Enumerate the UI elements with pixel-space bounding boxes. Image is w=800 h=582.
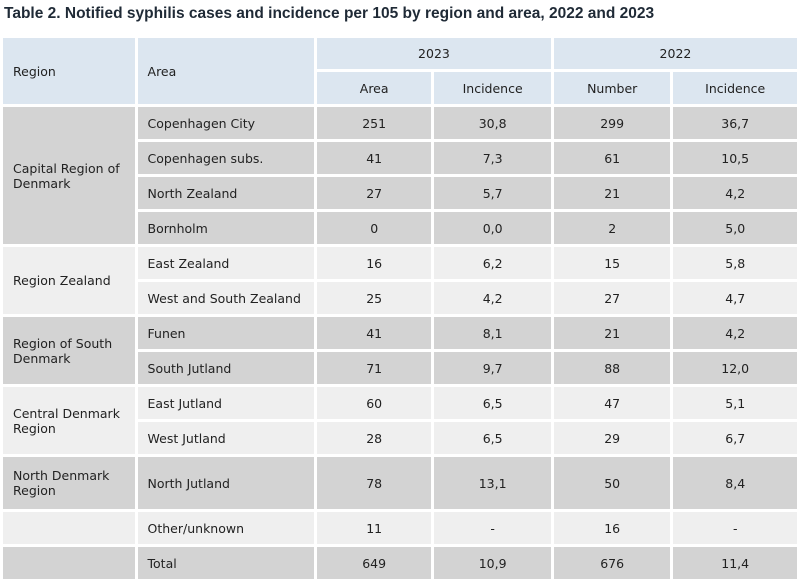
value-cell: 50 xyxy=(550,454,674,512)
area-cell: Bornholm xyxy=(134,209,317,247)
value-cell: 13,1 xyxy=(431,454,554,512)
value-cell: 61 xyxy=(550,139,674,177)
value-cell: 0,0 xyxy=(431,209,554,247)
area-cell: West and South Zealand xyxy=(134,279,317,317)
value-cell: 30,8 xyxy=(431,104,554,142)
value-cell: 251 xyxy=(313,104,435,142)
value-cell: 649 xyxy=(313,544,435,582)
region-cell: Capital Region of Denmark xyxy=(0,104,138,247)
value-cell: 2 xyxy=(550,209,674,247)
value-cell: 6,2 xyxy=(431,244,554,282)
area-cell: North Jutland xyxy=(134,454,317,512)
value-cell: 7,3 xyxy=(431,139,554,177)
table-row: South Jutland 71 9,7 88 12,0 xyxy=(2,349,800,387)
area-cell: West Jutland xyxy=(134,419,317,457)
table-title: Table 2. Notified syphilis cases and inc… xyxy=(4,5,655,22)
value-cell: 28 xyxy=(313,419,435,457)
header-area: Area xyxy=(134,35,317,107)
table-row: Region of South Denmark Funen 41 8,1 21 … xyxy=(0,314,800,387)
region-cell: North Denmark Region xyxy=(0,454,138,512)
area-cell: Other/unknown xyxy=(134,509,317,547)
table-row: West Jutland 28 6,5 29 6,7 xyxy=(2,419,800,457)
value-cell: 27 xyxy=(313,174,435,212)
table-row: Other/unknown 11 - 16 - xyxy=(0,509,800,547)
area-cell: Funen xyxy=(134,314,317,352)
value-cell: - xyxy=(431,509,554,547)
value-cell: 41 xyxy=(313,139,435,177)
value-cell: 4,2 xyxy=(670,314,800,352)
value-cell: 4,7 xyxy=(670,279,800,317)
value-cell: 15 xyxy=(550,244,674,282)
value-cell: 5,7 xyxy=(431,174,554,212)
area-cell: East Jutland xyxy=(134,384,317,422)
total-row: Total 649 10,9 676 11,4 xyxy=(0,544,800,582)
region-cell xyxy=(0,544,138,582)
value-cell: 6,5 xyxy=(431,384,554,422)
area-cell: South Jutland xyxy=(134,349,317,387)
value-cell: 5,8 xyxy=(670,244,800,282)
value-cell: 21 xyxy=(550,174,674,212)
value-cell: 6,7 xyxy=(670,419,800,457)
value-cell: 4,2 xyxy=(431,279,554,317)
value-cell: 41 xyxy=(313,314,435,352)
table-row: North Zealand 27 5,7 21 4,2 xyxy=(2,174,800,212)
header-2022-incidence: Incidence xyxy=(670,69,800,107)
header-region: Region xyxy=(0,35,138,107)
value-cell: 16 xyxy=(550,509,674,547)
area-cell: Copenhagen subs. xyxy=(134,139,317,177)
value-cell: 5,1 xyxy=(670,384,800,422)
value-cell: 25 xyxy=(313,279,435,317)
header-2023-incidence: Incidence xyxy=(431,69,554,107)
table-row: Capital Region of Denmark Copenhagen Cit… xyxy=(0,104,800,247)
value-cell: 0 xyxy=(313,209,435,247)
value-cell: 5,0 xyxy=(670,209,800,247)
value-cell: 88 xyxy=(550,349,674,387)
value-cell: 10,9 xyxy=(431,544,554,582)
table-row: Central Denmark Region East Jutland 60 6… xyxy=(0,384,800,457)
value-cell: - xyxy=(670,509,800,547)
region-cell: Region of South Denmark xyxy=(0,314,138,387)
region-cell xyxy=(0,509,138,547)
value-cell: 47 xyxy=(550,384,674,422)
header-year-2023: 2023 xyxy=(313,35,554,72)
region-cell: Central Denmark Region xyxy=(0,384,138,457)
value-cell: 16 xyxy=(313,244,435,282)
area-cell: Copenhagen City xyxy=(134,104,317,142)
region-cell: Region Zealand xyxy=(0,244,138,317)
table-row: Copenhagen subs. 41 7,3 61 10,5 xyxy=(2,139,800,177)
value-cell: 4,2 xyxy=(670,174,800,212)
value-cell: 11 xyxy=(313,509,435,547)
value-cell: 10,5 xyxy=(670,139,800,177)
value-cell: 71 xyxy=(313,349,435,387)
value-cell: 27 xyxy=(550,279,674,317)
value-cell: 29 xyxy=(550,419,674,457)
value-cell: 299 xyxy=(550,104,674,142)
value-cell: 21 xyxy=(550,314,674,352)
table-row: Bornholm 0 0,0 2 5,0 xyxy=(2,209,800,247)
value-cell: 11,4 xyxy=(670,544,800,582)
header-year-2022: 2022 xyxy=(550,35,800,72)
header-2023-area: Area xyxy=(313,69,435,107)
syphilis-table: Region Area 2023 2022 Area Incidence Num… xyxy=(0,35,800,582)
value-cell: 8,4 xyxy=(670,454,800,512)
table-row: North Denmark Region North Jutland 78 13… xyxy=(0,454,800,512)
value-cell: 78 xyxy=(313,454,435,512)
header-2022-number: Number xyxy=(550,69,674,107)
area-cell: East Zealand xyxy=(134,244,317,282)
value-cell: 8,1 xyxy=(431,314,554,352)
table-row: Region Zealand East Zealand 16 6,2 15 5,… xyxy=(0,244,800,317)
area-cell: Total xyxy=(134,544,317,582)
value-cell: 6,5 xyxy=(431,419,554,457)
value-cell: 12,0 xyxy=(670,349,800,387)
value-cell: 60 xyxy=(313,384,435,422)
table-row: West and South Zealand 25 4,2 27 4,7 xyxy=(2,279,800,317)
value-cell: 9,7 xyxy=(431,349,554,387)
value-cell: 36,7 xyxy=(670,104,800,142)
value-cell: 676 xyxy=(550,544,674,582)
area-cell: North Zealand xyxy=(134,174,317,212)
